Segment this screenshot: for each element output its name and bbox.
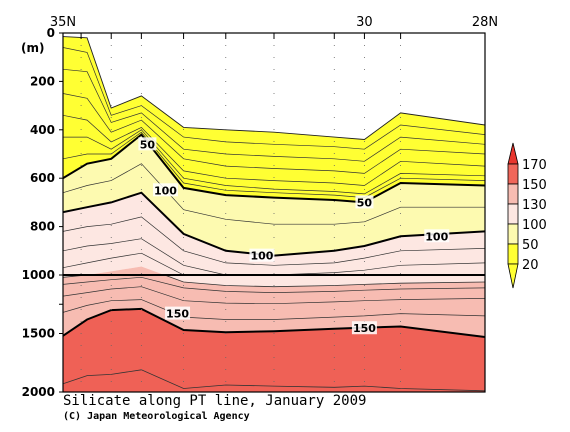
- contour-upper-8: [63, 238, 485, 275]
- contour-upper-6: [63, 163, 485, 225]
- contour-upper-7: [63, 216, 485, 266]
- depth-label-1000: 1000: [22, 268, 55, 282]
- depth-label-2000: 2000: [22, 385, 55, 399]
- contour-label-bg-4: [424, 229, 450, 243]
- contour-label-bg-6: [351, 321, 377, 335]
- legend-swatch-2: [507, 203, 519, 225]
- depth-unit-label: (m): [21, 41, 44, 55]
- legend-arrow-bottom: [507, 263, 519, 289]
- legend-label-50: 50: [522, 238, 539, 253]
- band-130-150-upper: [87, 266, 165, 275]
- depth-label-600: 600: [30, 171, 55, 185]
- contour-label-2: 100: [154, 184, 177, 197]
- contour-100: [63, 191, 485, 257]
- lat-label-35N: 35N: [50, 15, 76, 30]
- contour-value-labels: 50 50 100 100 100 150 150: [138, 137, 450, 335]
- band-below-20-upper: [63, 33, 485, 140]
- band-150-170-lower: [63, 308, 485, 391]
- band-100-130-upper: [63, 192, 485, 275]
- band-50-100-upper: [63, 134, 485, 256]
- contour-label-5: 150: [166, 308, 189, 321]
- contour-label-4: 100: [425, 230, 448, 243]
- latitude-axis: 35N 30 28N: [50, 15, 498, 30]
- legend-swatch-3: [507, 223, 519, 245]
- contour-50: [63, 133, 485, 204]
- contour-label-bg-3: [249, 248, 275, 262]
- contour-upper-2: [63, 93, 485, 174]
- contour-lower-2: [63, 299, 485, 320]
- legend-label-100: 100: [522, 218, 547, 233]
- contour-170: [63, 369, 485, 392]
- lat-label-30: 30: [356, 15, 373, 30]
- depth-label-400: 400: [30, 123, 55, 137]
- contour-label-0: 50: [140, 138, 156, 151]
- legend-label-170: 170: [522, 158, 547, 173]
- depth-label-200: 200: [30, 74, 55, 88]
- band-deep-tint: [63, 308, 485, 392]
- credit-text: (C) Japan Meteorological Agency: [63, 411, 250, 422]
- contour-upper-9: [63, 252, 485, 275]
- legend-arrow-top: [507, 142, 519, 165]
- contour-label-6: 150: [353, 322, 376, 335]
- legend-label-150: 150: [522, 178, 547, 193]
- legend-label-20: 20: [522, 258, 539, 273]
- color-legend: 170 150 130 100 50 20: [507, 142, 547, 289]
- contour-label-bg-5: [165, 306, 191, 320]
- legend-swatch-4: [507, 243, 519, 265]
- legend-label-130: 130: [522, 198, 547, 213]
- contour-upper-3: [63, 114, 485, 186]
- lat-label-28N: 28N: [472, 15, 498, 30]
- depth-axis: 0 200 400 600 800 1000 1500 2000: [22, 26, 63, 399]
- plot-frame: [62, 32, 486, 393]
- contour-lower-0: [63, 276, 485, 293]
- legend-swatch-1: [507, 183, 519, 205]
- band-above-170-lower: [63, 369, 485, 392]
- depth-label-800: 800: [30, 220, 55, 234]
- contour-upper-4: [63, 129, 485, 195]
- contour-label-3: 100: [250, 250, 273, 263]
- contour-label-bg-0: [138, 137, 157, 151]
- depth-label-1500: 1500: [22, 327, 55, 341]
- contour-label-bg-1: [355, 195, 374, 209]
- contour-label-bg-2: [152, 183, 178, 197]
- contour-upper-5: [63, 131, 485, 198]
- depth-label-0: 0: [47, 26, 55, 40]
- contour-lower-1: [63, 286, 485, 305]
- legend-swatch-0: [507, 163, 519, 185]
- chart-title: Silicate along PT line, January 2009: [63, 393, 367, 409]
- contour-label-1: 50: [357, 196, 373, 209]
